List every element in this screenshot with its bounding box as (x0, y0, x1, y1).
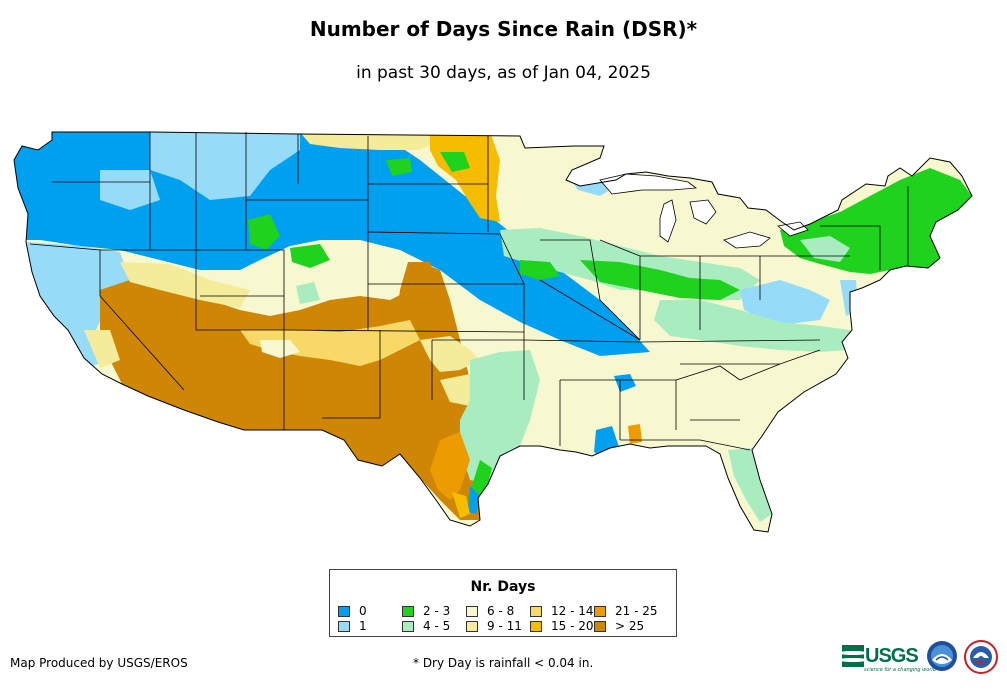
producer-credit: Map Produced by USGS/EROS (10, 656, 188, 670)
legend-label: > 25 (615, 619, 645, 633)
noaa-logo-icon (927, 641, 957, 671)
legend-item: 4 - 5 (402, 619, 450, 633)
agency-logos: USGS science for a changing world (842, 639, 1002, 679)
legend-label: 21 - 25 (615, 604, 658, 618)
legend-item: 15 - 20 (530, 619, 594, 633)
legend-label: 1 (359, 619, 367, 633)
legend-item: > 25 (594, 619, 644, 633)
state-borders (29, 132, 909, 451)
usgs-logo-text: USGS (865, 644, 919, 667)
legend-item: 21 - 25 (594, 604, 658, 618)
dsr-map (13, 131, 973, 533)
legend-item: 1 (338, 619, 367, 633)
great-lakes (599, 173, 809, 249)
legend-label: 12 - 14 (551, 604, 594, 618)
map-title: Number of Days Since Rain (DSR)* (309, 17, 698, 41)
usgs-logo: USGS (842, 641, 919, 671)
legend-swatch (530, 606, 542, 617)
legend-item: 9 - 11 (466, 619, 522, 633)
usgs-tagline: science for a changing world (864, 667, 936, 673)
legend-swatch (338, 621, 350, 632)
legend-label: 0 (359, 604, 367, 618)
legend-swatch (338, 606, 350, 617)
legend-item: 12 - 14 (530, 604, 594, 618)
map-subtitle: in past 30 days, as of Jan 04, 2025 (356, 63, 651, 83)
legend-swatch (594, 621, 606, 632)
legend-swatch (402, 621, 414, 632)
legend-item: 6 - 8 (466, 604, 514, 618)
legend-item: 0 (338, 604, 367, 618)
legend-title: Nr. Days (470, 579, 536, 595)
legend-label: 4 - 5 (423, 619, 451, 633)
legend-swatch (530, 621, 542, 632)
legend-label: 15 - 20 (551, 619, 594, 633)
legend-label: 6 - 8 (487, 604, 515, 618)
usgs-mark-icon (842, 645, 864, 667)
legend-swatch (466, 606, 478, 617)
legend-swatch (594, 606, 606, 617)
legend-label: 2 - 3 (423, 604, 451, 618)
dry-day-footnote: * Dry Day is rainfall < 0.04 in. (413, 656, 594, 670)
nws-logo-icon (964, 640, 998, 674)
legend-swatch (466, 621, 478, 632)
legend-swatch (402, 606, 414, 617)
legend-label: 9 - 11 (487, 619, 522, 633)
legend-item: 2 - 3 (402, 604, 450, 618)
